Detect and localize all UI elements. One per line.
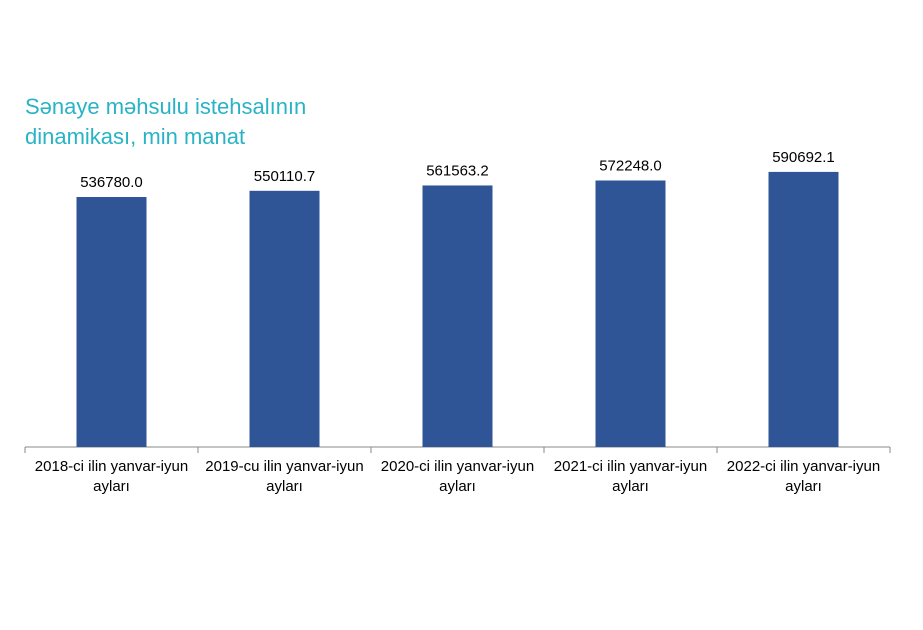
bar bbox=[595, 180, 666, 448]
bar bbox=[422, 185, 493, 448]
value-label: 550110.7 bbox=[254, 168, 315, 185]
value-label: 536780.0 bbox=[80, 174, 143, 191]
x-tick-label: 2020-ci ilin yanvar-iyun ayları bbox=[380, 458, 535, 495]
bar bbox=[76, 197, 147, 447]
value-label: 561563.2 bbox=[426, 162, 489, 179]
x-tick-label: 2019-cu ilin yanvar-iyun ayları bbox=[205, 458, 364, 495]
x-tick-label: 2018-ci ilin yanvar-iyun ayları bbox=[34, 458, 189, 495]
value-label: 572248.0 bbox=[599, 157, 662, 174]
bar bbox=[768, 171, 839, 447]
value-label: 590692.1 bbox=[772, 149, 835, 166]
x-tick-label: 2021-ci ilin yanvar-iyun ayları bbox=[553, 458, 708, 495]
x-tick-label: 2022-ci ilin yanvar-iyun ayları bbox=[726, 458, 881, 495]
bar bbox=[249, 190, 320, 447]
chart-title: Sənaye məhsulu istehsalının dinamikası, … bbox=[25, 94, 307, 149]
